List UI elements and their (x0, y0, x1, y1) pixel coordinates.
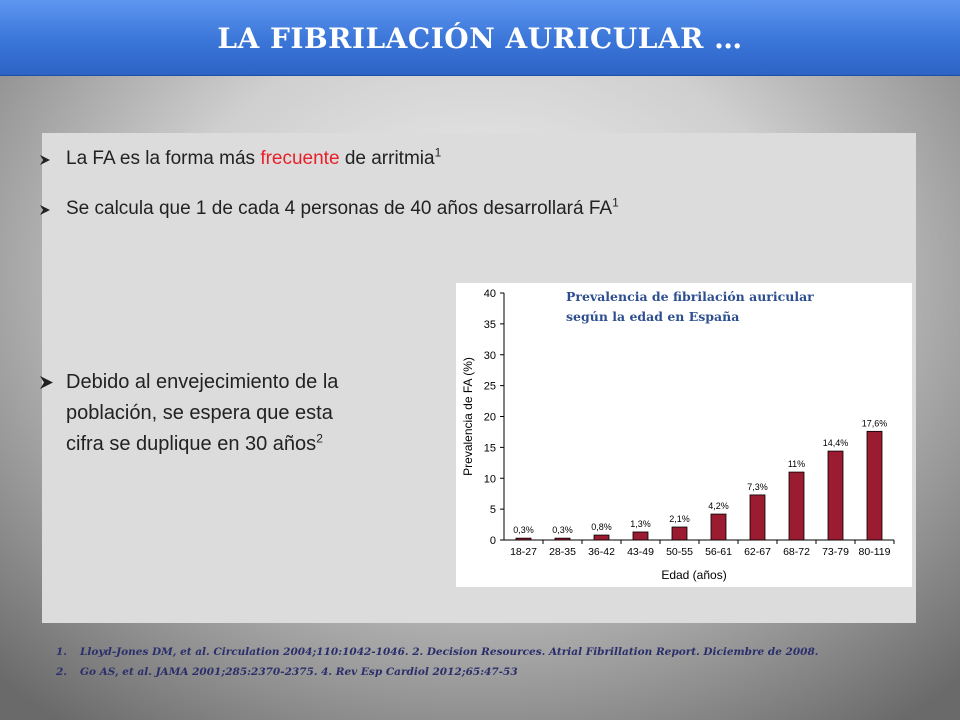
bullet-1-text-end: de arritmia (339, 148, 435, 169)
footnote-ref: 2 (316, 431, 323, 446)
bar-chart: 0 5 10 15 20 25 30 35 40 0,3% 18-27 0,3% 28-35 0,8% 36… (461, 288, 895, 582)
footnote-ref: 1 (612, 195, 619, 210)
bar (710, 513, 727, 541)
bar (632, 531, 649, 541)
bullet-1-text: La FA es la forma más frecuente de arrit… (66, 147, 441, 172)
bar (515, 537, 532, 541)
x-tick-label: 68-72 (783, 546, 810, 558)
data-label: 17,6% (862, 418, 888, 428)
chart-title-line: según la edad en España (566, 309, 739, 324)
y-tick-label: 40 (484, 288, 496, 300)
y-tick-label: 5 (490, 504, 496, 516)
data-label: 4,2% (708, 501, 729, 511)
bar (866, 430, 883, 541)
bullet-2-text-main: Se calcula que 1 de cada 4 personas de 4… (66, 198, 613, 219)
footnote-ref: 1 (434, 145, 442, 160)
x-tick-label: 73-79 (822, 546, 849, 558)
y-axis-label: Prevalencia de FA (%) (461, 357, 475, 476)
title-bar: LA FIBRILACIÓN AURICULAR … (0, 0, 960, 76)
data-label: 1,3% (630, 519, 651, 529)
bullet-2-text: Se calcula que 1 de cada 4 personas de 4… (66, 197, 619, 222)
data-label: 2,1% (669, 514, 690, 524)
data-label: 14,4% (823, 438, 849, 448)
x-tick-label: 56-61 (705, 546, 732, 558)
bar (788, 471, 805, 541)
page-title: LA FIBRILACIÓN AURICULAR … (217, 22, 743, 55)
bullet-1-text-start: La FA es la forma más (66, 148, 261, 169)
y-tick-label: 30 (484, 350, 496, 362)
x-tick-label: 62-67 (744, 546, 771, 558)
x-tick-label: 36-42 (588, 546, 615, 558)
bar (671, 526, 688, 541)
y-tick-label: 15 (484, 442, 496, 454)
x-tick-label: 18-27 (510, 546, 537, 558)
x-tick-label: 43-49 (627, 546, 654, 558)
bar (554, 537, 571, 541)
x-tick-label: 50-55 (666, 546, 693, 558)
y-tick-label: 25 (484, 381, 496, 393)
data-label: 7,3% (747, 482, 768, 492)
reference-text: Lloyd-Jones DM, et al. Circulation 2004;… (80, 646, 819, 658)
highlight-word: frecuente (260, 148, 340, 169)
bullet-3-line-3-text: cifra se duplique en 30 años (66, 433, 317, 455)
data-label: 11% (788, 459, 805, 469)
y-tick-label: 35 (484, 319, 496, 331)
bar (593, 534, 610, 541)
y-tick-label: 0 (490, 535, 496, 547)
bullet-3-text: Debido al envejecimiento de la población… (66, 367, 396, 460)
chart-container: 0 5 10 15 20 25 30 35 40 0,3% 18-27 0,3% 28-35 0,8% 36… (456, 283, 912, 587)
bullet-3-line-3: cifra se duplique en 30 años2 (66, 429, 396, 460)
data-label: 0,3% (552, 525, 573, 535)
data-label: 0,8% (591, 522, 612, 532)
chart-title-line: Prevalencia de fibrilación auricular (566, 289, 814, 304)
reference-number: 1. (56, 646, 67, 658)
bar (827, 450, 844, 541)
data-label: 0,3% (513, 525, 534, 535)
bar (749, 494, 766, 541)
y-tick-label: 20 (484, 412, 496, 424)
reference-text: Go AS, et al. JAMA 2001;285:2370-2375. 4… (80, 666, 518, 678)
x-tick-label: 80-119 (859, 546, 891, 558)
x-axis-label: Edad (años) (661, 568, 726, 582)
y-tick-label: 10 (484, 473, 496, 485)
reference-number: 2. (56, 666, 67, 678)
bullet-3-line-1: Debido al envejecimiento de la (66, 371, 339, 393)
x-tick-label: 28-35 (549, 546, 576, 558)
bullet-3-line-2: población, se espera que esta (66, 402, 333, 424)
